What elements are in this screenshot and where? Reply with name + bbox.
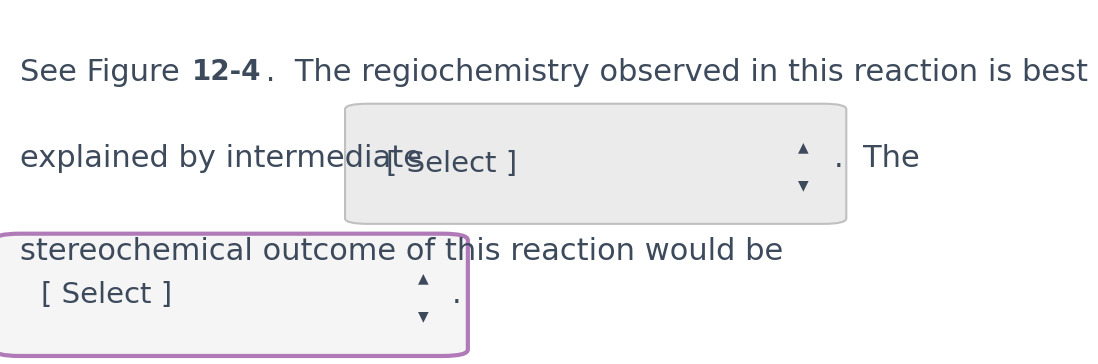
Text: ▲: ▲ [797, 141, 808, 154]
Text: ▼: ▼ [797, 179, 808, 193]
Text: See Figure: See Figure [20, 58, 199, 87]
FancyBboxPatch shape [345, 104, 847, 224]
Text: ▼: ▼ [418, 310, 429, 324]
Text: 12-4: 12-4 [192, 58, 261, 86]
Text: [ Select ]: [ Select ] [41, 281, 172, 309]
Text: stereochemical outcome of this reaction would be: stereochemical outcome of this reaction … [20, 237, 783, 266]
Text: ▲: ▲ [418, 272, 429, 285]
Text: [ Select ]: [ Select ] [386, 150, 517, 178]
Text: .  The regiochemistry observed in this reaction is best: . The regiochemistry observed in this re… [256, 58, 1088, 87]
FancyBboxPatch shape [0, 234, 468, 356]
Text: .  The: . The [834, 144, 920, 173]
Text: .: . [451, 280, 461, 309]
Text: explained by intermediate: explained by intermediate [20, 144, 422, 173]
